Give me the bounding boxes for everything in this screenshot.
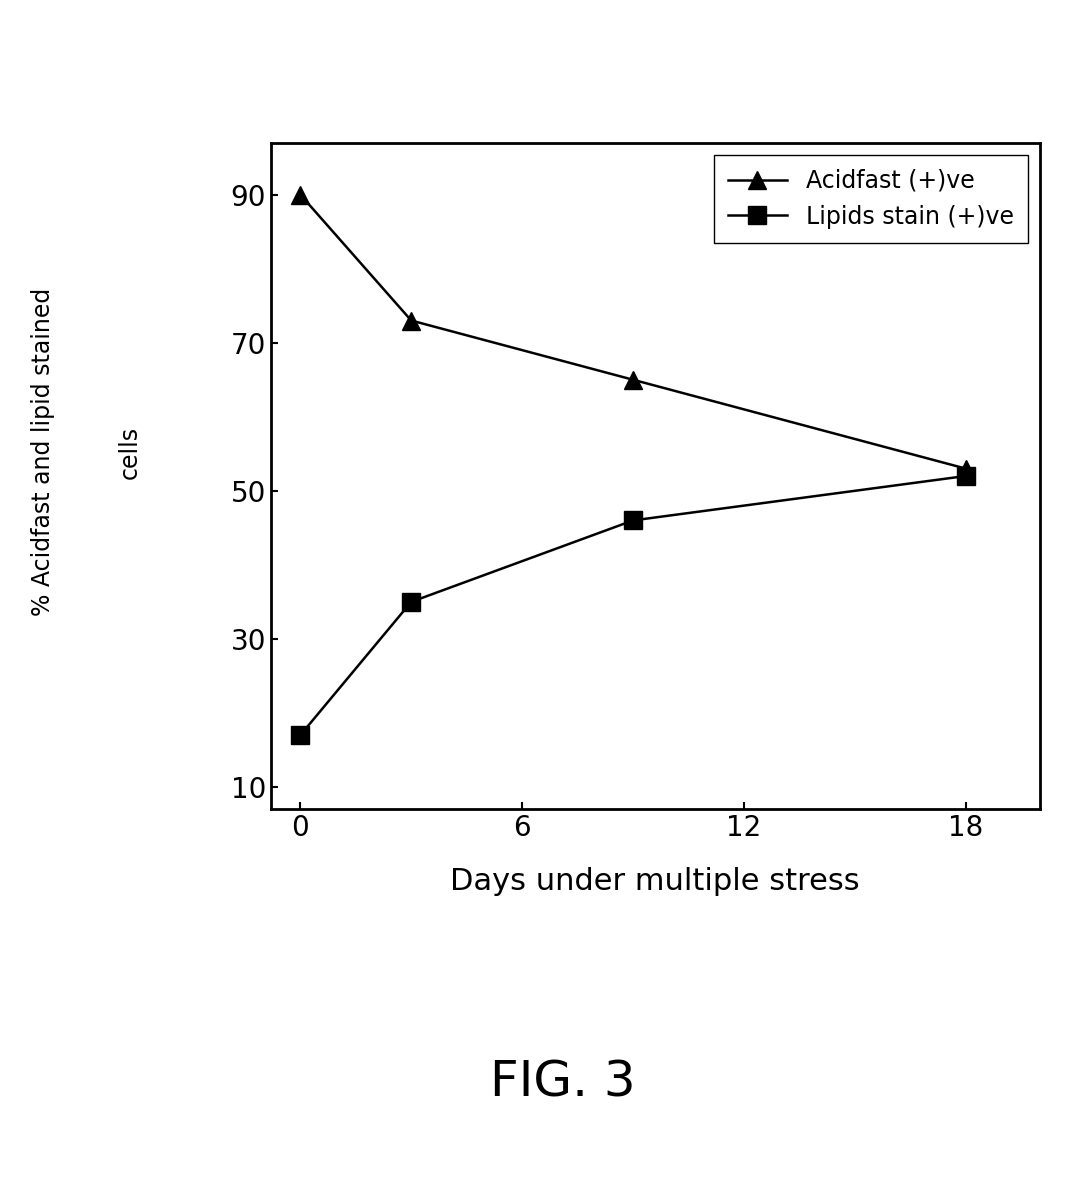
Acidfast (+)ve (293, 188, 306, 202)
Text: cells: cells (118, 426, 142, 478)
Text: % Acidfast and lipid stained: % Acidfast and lipid stained (31, 288, 55, 616)
Line: Lipids stain (+)ve: Lipids stain (+)ve (291, 466, 975, 744)
Lipids stain (+)ve (960, 469, 973, 483)
Lipids stain (+)ve (405, 595, 418, 609)
Acidfast (+)ve (627, 372, 640, 387)
Lipids stain (+)ve (293, 728, 306, 743)
Line: Acidfast (+)ve: Acidfast (+)ve (291, 186, 975, 477)
Lipids stain (+)ve (627, 513, 640, 527)
Acidfast (+)ve (960, 462, 973, 476)
Acidfast (+)ve (405, 313, 418, 327)
Legend: Acidfast (+)ve, Lipids stain (+)ve: Acidfast (+)ve, Lipids stain (+)ve (714, 155, 1028, 243)
Text: FIG. 3: FIG. 3 (491, 1059, 636, 1107)
X-axis label: Days under multiple stress: Days under multiple stress (451, 868, 860, 896)
